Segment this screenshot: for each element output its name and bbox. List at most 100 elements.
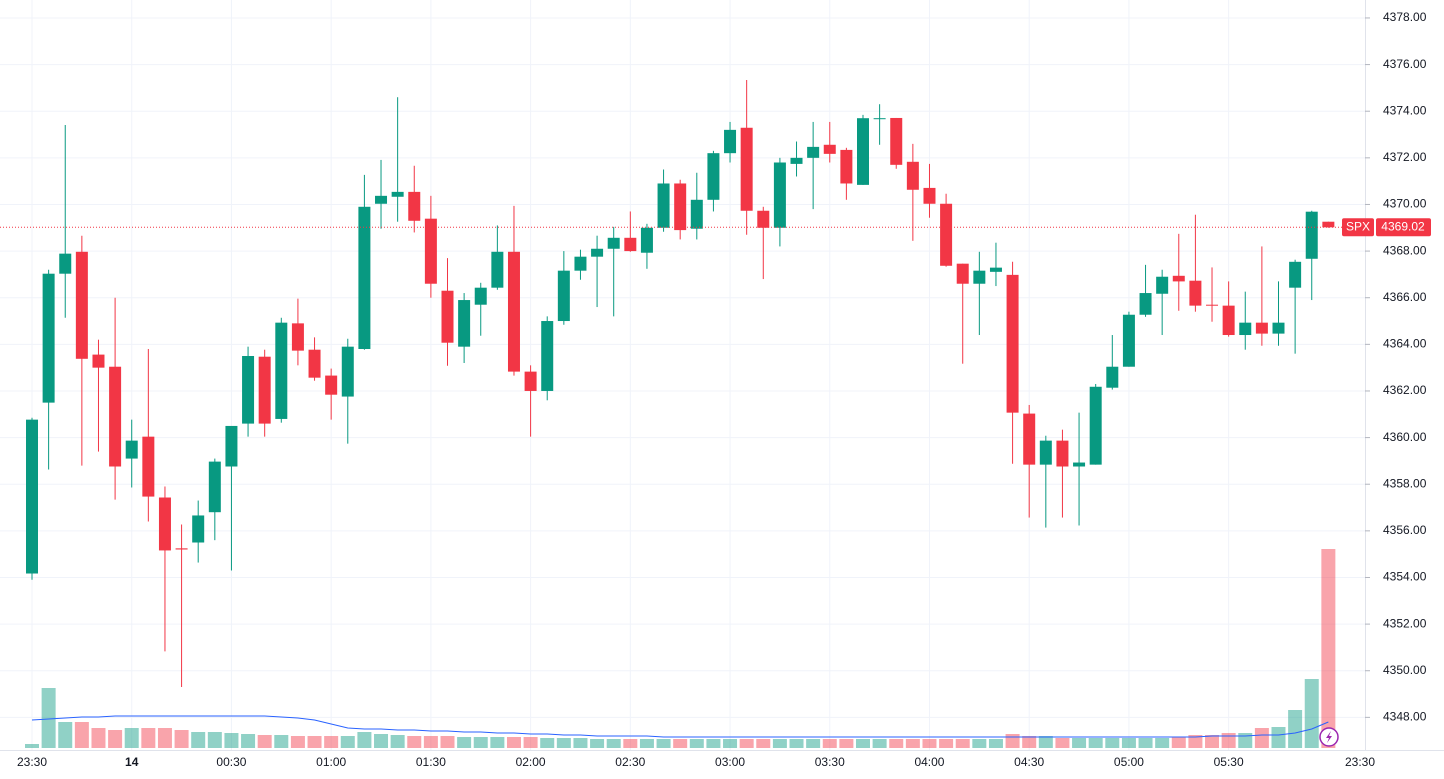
candle-body <box>707 153 720 200</box>
symbol-badge <box>1342 218 1374 237</box>
volume-bar <box>91 728 106 748</box>
volume-bar <box>1254 728 1269 748</box>
grid <box>0 0 1365 750</box>
candle-body <box>807 146 820 158</box>
volume-bar <box>856 739 870 748</box>
candle-body <box>391 191 404 197</box>
candle-body <box>940 203 953 266</box>
candle-body <box>674 183 687 231</box>
candle-body <box>26 419 38 574</box>
volume-bar <box>606 739 621 748</box>
event-icon-bolt <box>1326 731 1332 743</box>
volume-bar <box>423 736 438 748</box>
volume-bar <box>639 739 654 748</box>
volume-bar <box>772 739 787 748</box>
volume-bar <box>623 739 638 748</box>
last-price-label: 4369.02 <box>1381 219 1425 233</box>
candle-body <box>1122 314 1135 367</box>
volume-bar <box>74 722 89 748</box>
candle-body <box>408 191 421 221</box>
x-tick-label: 23:30 <box>17 755 47 769</box>
candle-body <box>1172 275 1185 282</box>
volume-bar <box>1121 738 1136 748</box>
candle-body <box>358 206 371 350</box>
candle-body <box>1322 221 1335 228</box>
candle-body <box>1206 304 1219 306</box>
candle-body <box>42 273 55 403</box>
candle-body <box>291 323 304 351</box>
x-tick-label: 05:30 <box>1214 755 1244 769</box>
candle-body <box>325 375 338 395</box>
volume-bar <box>440 736 455 748</box>
y-tick-label: 4370.00 <box>1383 197 1427 211</box>
x-tick-label: 01:00 <box>316 755 346 769</box>
candle-body <box>1023 413 1036 465</box>
candle-body <box>640 227 653 253</box>
y-tick-label: 4364.00 <box>1383 337 1427 351</box>
volume-bar <box>124 728 139 748</box>
volume-bar <box>656 739 671 748</box>
volume-bar <box>756 739 771 748</box>
candle-body <box>375 195 388 204</box>
candle-body <box>757 210 770 228</box>
candle-body <box>1189 280 1202 306</box>
volume-bar <box>25 744 39 748</box>
candle-body <box>790 157 803 164</box>
y-tick-label: 4356.00 <box>1383 523 1427 537</box>
candle-body <box>1106 366 1119 388</box>
candle-body <box>275 322 288 419</box>
volume-bar <box>1005 734 1020 748</box>
volume-bar <box>207 732 222 748</box>
volume-bar <box>839 739 854 748</box>
y-tick-label: 4366.00 <box>1383 290 1427 304</box>
volume-bar <box>357 732 372 748</box>
candle-body <box>1056 440 1069 467</box>
candle-body <box>840 149 853 184</box>
volume-bar <box>556 738 571 748</box>
candle-body <box>740 127 753 211</box>
x-tick-label: 02:00 <box>516 755 546 769</box>
candle-body <box>906 161 919 190</box>
candle-body <box>823 144 836 154</box>
volume-bar <box>1205 735 1220 748</box>
volume-bar <box>573 738 588 748</box>
volume-bar <box>1238 733 1253 748</box>
x-tick-label: 05:00 <box>1114 755 1144 769</box>
candle-body <box>109 366 122 467</box>
x-tick-label: 03:30 <box>815 755 845 769</box>
candle-body <box>890 117 903 165</box>
candle-body <box>225 425 238 467</box>
volume-bar <box>723 739 738 748</box>
symbol-label: SPX <box>1346 219 1370 233</box>
candle-body <box>1156 276 1169 294</box>
volume-bar <box>1055 738 1070 748</box>
candle-body <box>1272 322 1285 334</box>
candle-body <box>175 548 188 550</box>
volume-bar <box>689 739 704 748</box>
volume-bar <box>590 739 605 748</box>
candle-body <box>724 129 737 154</box>
candle-body <box>989 267 1002 272</box>
candle-body <box>1006 274 1019 413</box>
volume-bar <box>241 734 256 748</box>
volume-bar <box>141 728 156 748</box>
volume-bar <box>905 739 920 748</box>
x-tick-label: 00:30 <box>216 755 246 769</box>
candle-body <box>541 321 554 391</box>
candle-body <box>1222 305 1235 336</box>
volume-bar <box>374 734 389 748</box>
y-tick-label: 4368.00 <box>1383 243 1427 257</box>
candle-body <box>441 290 454 343</box>
volume-bar <box>340 736 355 748</box>
volume-bar <box>822 739 837 748</box>
volume-bar <box>806 739 821 748</box>
x-tick-label: 01:30 <box>416 755 446 769</box>
candle-body <box>657 183 670 228</box>
candle-body <box>125 440 138 459</box>
candle-body <box>557 270 570 322</box>
y-tick-label: 4350.00 <box>1383 663 1427 677</box>
x-tick-label: 03:00 <box>715 755 745 769</box>
volume-bar <box>1321 549 1336 748</box>
volume-bar <box>191 732 206 748</box>
volume-bar <box>706 739 721 748</box>
